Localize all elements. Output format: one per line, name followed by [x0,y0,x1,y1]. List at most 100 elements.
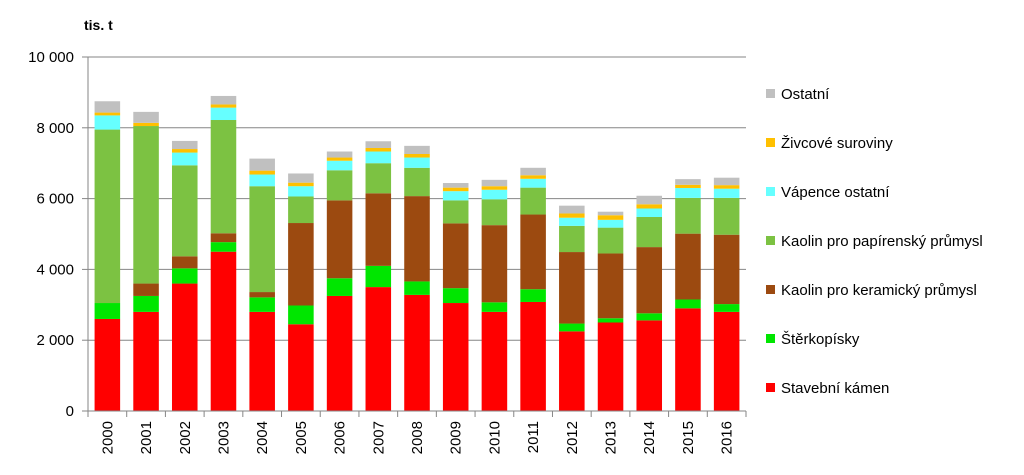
bar-segment [133,126,159,284]
x-tick-label: 2000 [99,421,116,454]
bar-segment [288,196,314,224]
bar-segment [94,318,121,411]
bar-segment [636,313,663,321]
bar-segment [210,120,237,234]
x-tick-label: 2011 [525,421,542,453]
bar-segment [675,233,701,300]
bar-segment [597,318,624,323]
bar-segment [481,311,508,411]
bar-segment [133,295,159,312]
bar-segment [365,141,392,148]
bar-segment [713,304,740,312]
bar-segment [249,297,275,312]
bar-segment [520,289,546,302]
legend-label: Ostatní [781,86,830,103]
bar-segment [404,294,430,411]
bar-segment [171,256,198,269]
bar-segment [171,283,198,411]
bar-segment [636,208,663,218]
bar-segment [326,151,353,158]
bar-segment [442,303,469,411]
bar-segment [288,173,314,183]
bar-segment [520,175,546,179]
bar-segment [520,214,546,290]
bars [94,95,740,411]
bar-segment [675,187,701,198]
legend: Ostatní Živcové suroviny Vápence ostatní Ka… [766,86,983,397]
bar-segment [210,251,237,411]
bar-segment [404,157,430,168]
bar-segment [171,140,198,150]
bar-segment [675,308,701,411]
bar-segment [365,151,392,164]
bar-segment [94,115,121,130]
bar-segment [326,170,353,201]
bar-segment [442,183,469,188]
bar-segment [133,311,159,411]
legend-label: Živcové suroviny [781,135,893,152]
bar-segment [442,223,469,289]
x-tick-label: 2014 [641,421,658,454]
legend-label: Kaolin pro papírenský průmysl [781,233,983,250]
bar-segment [365,193,392,266]
axes [82,56,747,417]
bar-segment [636,204,663,209]
x-tick-label: 2001 [138,421,155,454]
bar-segment [520,178,546,188]
bar-segment [481,199,508,226]
legend-swatch [766,187,775,196]
bar-segment [442,200,469,224]
bar-segment [210,104,237,108]
bar-segment [675,197,701,234]
bar-segment [481,302,508,312]
legend-swatch [766,334,775,343]
bar-segment [597,215,624,220]
y-tick-label: 0 [66,403,74,420]
x-tick-label: 2010 [486,421,503,454]
legend-swatch [766,236,775,245]
bar-segment [288,324,314,411]
bar-segment [636,195,663,205]
bar-segment [597,219,624,228]
legend-label: Vápence ostatní [781,184,890,201]
x-tick-labels: 2000 2001 2002 2003 2004 2005 2006 2007 2008 2009… [99,421,735,454]
x-tick-label: 2009 [448,421,465,454]
bar-segment [713,177,740,186]
bar-segment [171,165,198,257]
bar-segment [249,292,275,298]
bar-segment [675,179,701,185]
bar-segment [636,247,663,314]
bar-segment [559,217,585,226]
bar-segment [210,95,237,105]
bar-segment [326,160,353,171]
bar-segment [249,186,275,293]
bar-segment [597,253,624,319]
bar-segment [559,205,585,214]
bar-segment [559,323,585,332]
legend-label: Stavební kámen [781,380,889,397]
bar-segment [481,186,508,190]
bar-segment [636,320,663,411]
bar-segment [481,189,508,200]
x-tick-label: 2007 [370,421,387,454]
bar-segment [520,301,546,411]
x-tick-label: 2004 [254,421,271,454]
bar-segment [133,122,159,127]
bar-segment [249,311,275,411]
legend-swatch [766,138,775,147]
bar-segment [404,196,430,282]
bar-segment [559,331,585,411]
bar-segment [675,299,701,309]
legend-swatch [766,89,775,98]
bar-segment [559,213,585,218]
bar-segment [94,129,121,304]
bar-segment [326,278,353,296]
bar-segment [713,311,740,411]
legend-label: Štěrkopísky [781,331,860,348]
x-tick-label: 2006 [332,421,349,454]
bar-segment [326,295,353,411]
bar-segment [404,145,430,154]
x-tick-label: 2015 [680,421,697,454]
x-tick-label: 2003 [215,421,232,454]
